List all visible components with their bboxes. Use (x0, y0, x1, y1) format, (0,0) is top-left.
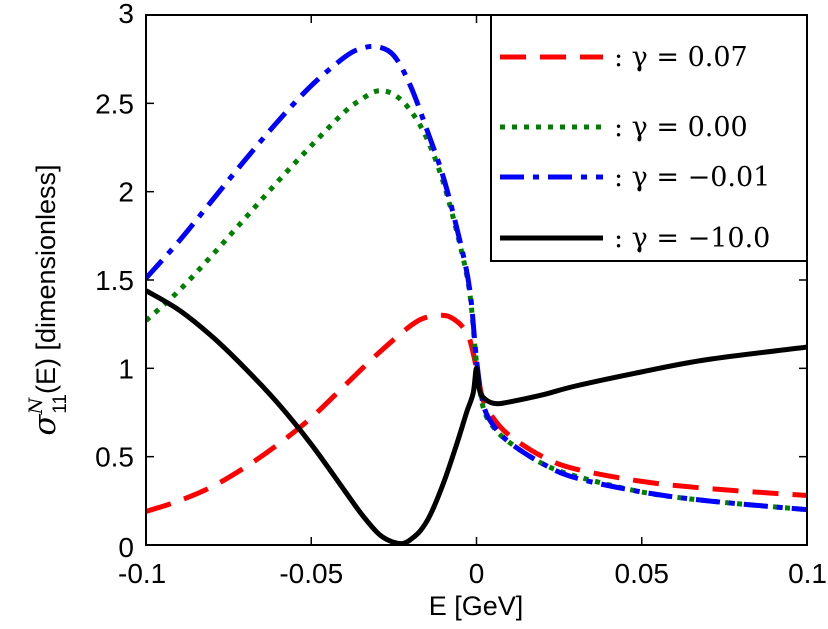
x-tick-label: -0.1 (118, 558, 166, 589)
series-layer (146, 43, 807, 545)
legend-label-4: : γ = −10.0 (614, 223, 770, 254)
legend-label-1: : γ = 0.07 (614, 42, 748, 73)
x-tick-label: 0 (469, 558, 485, 589)
y-tick-label: 1 (118, 353, 134, 384)
legend-items: : γ = 0.07 : γ = 0.00 : γ = −0.01 : γ = −10… (500, 42, 770, 254)
y-axis-superscript: N (25, 396, 47, 415)
legend-label-2: : γ = 0.00 (614, 112, 748, 143)
y-tick-label: 0 (118, 532, 134, 563)
y-axis-title-rest: (E) [dimensionless] (31, 164, 61, 394)
series-line-1 (146, 312, 807, 514)
x-axis-title: E [GeV] (429, 591, 524, 621)
series-line-2 (146, 88, 807, 513)
y-tick-label: 2 (118, 177, 134, 208)
legend-label-3: : γ = −0.01 (614, 162, 770, 193)
y-tick-label: 3 (118, 0, 134, 29)
y-tick-label: 0.5 (95, 442, 134, 473)
y-axis-title: σN 11(E) [dimensionless] (25, 164, 71, 435)
y-tick-label: 1.5 (95, 265, 134, 296)
x-tick-label: 0.1 (788, 558, 827, 589)
series-line-4 (146, 288, 807, 545)
ticks-layer: -0.1 -0.05 0 0.05 0.1 0 0.5 1 1.5 2 2.5 3 (95, 0, 827, 589)
series-line-3 (146, 43, 807, 513)
x-tick-label: 0.05 (615, 558, 670, 589)
legend: : γ = 0.07 : γ = 0.00 : γ = −0.01 : γ = −10… (490, 14, 808, 262)
x-tick-label: -0.05 (279, 558, 343, 589)
y-tick-label: 2.5 (95, 88, 134, 119)
y-axis-symbol: σ (27, 414, 63, 436)
y-axis-subscript: 11 (50, 394, 71, 414)
